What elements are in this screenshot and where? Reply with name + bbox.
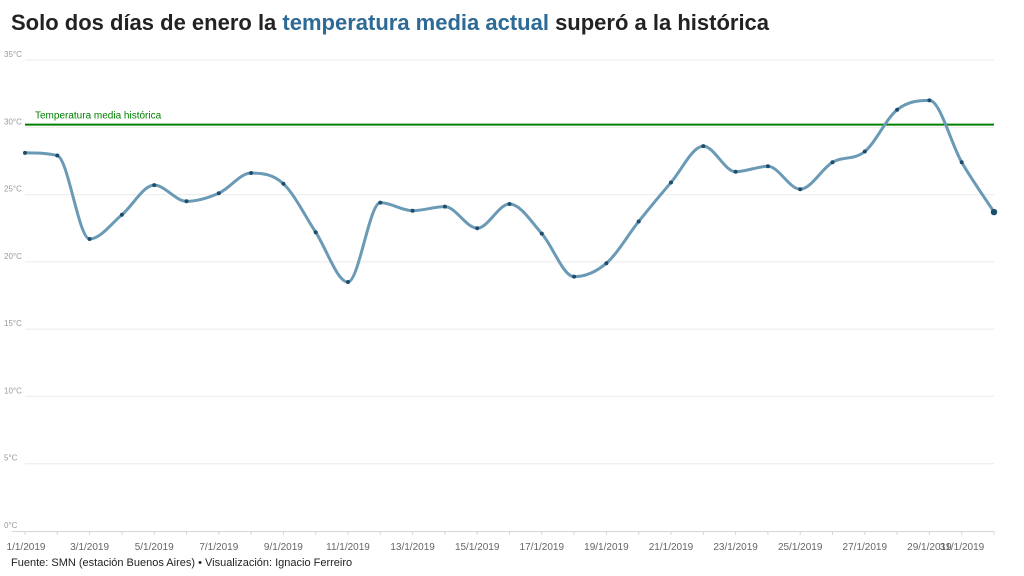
data-point — [475, 226, 480, 231]
y-tick-label: 0°C — [4, 521, 18, 530]
reference-line-group: Temperatura media histórica — [25, 111, 994, 126]
x-tick-label: 3/1/2019 — [70, 542, 109, 553]
x-tick-label: 1/1/2019 — [7, 542, 46, 553]
data-point — [927, 98, 932, 103]
data-point — [119, 212, 124, 217]
data-point — [572, 274, 577, 279]
reference-line-label: Temperatura media histórica — [35, 111, 162, 122]
x-tick-label: 25/1/2019 — [778, 542, 823, 553]
chart-title: Solo dos días de enero la temperatura me… — [11, 10, 769, 36]
data-point — [378, 200, 383, 205]
y-tick-label: 10°C — [4, 386, 22, 395]
data-point — [23, 150, 27, 155]
y-axis-ticks: 0°C 5°C 10°C 15°C 20°C 25°C 30°C 35°C — [4, 50, 22, 530]
data-point — [604, 261, 609, 266]
y-tick-label: 30°C — [4, 117, 22, 126]
x-tick-label: 29/1/2019 — [907, 542, 952, 553]
data-point — [152, 183, 157, 188]
x-tick-label: 17/1/2019 — [520, 542, 565, 553]
y-tick-label: 5°C — [4, 454, 18, 463]
y-tick-label: 25°C — [4, 185, 22, 194]
y-tick-label: 15°C — [4, 319, 22, 328]
data-point — [830, 160, 835, 165]
data-point — [990, 208, 998, 216]
data-point — [765, 164, 770, 169]
data-point — [636, 219, 641, 224]
data-point — [733, 169, 738, 174]
x-tick-label: 9/1/2019 — [264, 542, 303, 553]
data-point — [249, 171, 254, 176]
data-point — [216, 191, 221, 196]
data-point — [55, 153, 60, 158]
data-point — [539, 231, 544, 236]
data-point — [959, 160, 964, 165]
data-point — [442, 204, 447, 209]
y-tick-label: 20°C — [4, 252, 22, 261]
data-point — [313, 230, 318, 235]
x-tick-label: 7/1/2019 — [199, 542, 238, 553]
data-point — [346, 280, 350, 285]
x-tick-label: 5/1/2019 — [135, 542, 174, 553]
source-note: Fuente: SMN (estación Buenos Aires) • Vi… — [11, 557, 353, 569]
title-highlight: temperatura media actual — [282, 10, 549, 35]
x-tick-label: 27/1/2019 — [843, 542, 888, 553]
x-tick-label: 31/1/2019 — [940, 542, 985, 553]
data-point — [669, 180, 673, 185]
gridlines — [25, 59, 994, 465]
data-point — [507, 201, 512, 206]
data-point — [410, 208, 415, 213]
x-tick-label: 23/1/2019 — [713, 542, 758, 553]
data-point — [862, 149, 867, 154]
x-axis: 1/1/2019 3/1/2019 5/1/2019 7/1/2019 9/1/2019… — [7, 531, 995, 553]
data-point — [184, 199, 189, 204]
x-tick-label: 21/1/2019 — [649, 542, 694, 553]
series-group — [23, 98, 998, 285]
data-point — [701, 144, 706, 149]
data-point — [895, 107, 900, 112]
data-point — [281, 181, 286, 186]
title-part-1: Solo dos días de enero la — [11, 10, 283, 35]
data-point — [87, 236, 92, 241]
x-tick-label: 15/1/2019 — [455, 542, 500, 553]
title-part-2: superó a la histórica — [548, 10, 770, 35]
x-tick-label: 13/1/2019 — [390, 542, 435, 553]
x-tick-label: 19/1/2019 — [584, 542, 629, 553]
y-tick-label: 35°C — [4, 50, 22, 59]
x-tick-label: 11/1/2019 — [326, 542, 370, 553]
data-point — [798, 187, 803, 192]
